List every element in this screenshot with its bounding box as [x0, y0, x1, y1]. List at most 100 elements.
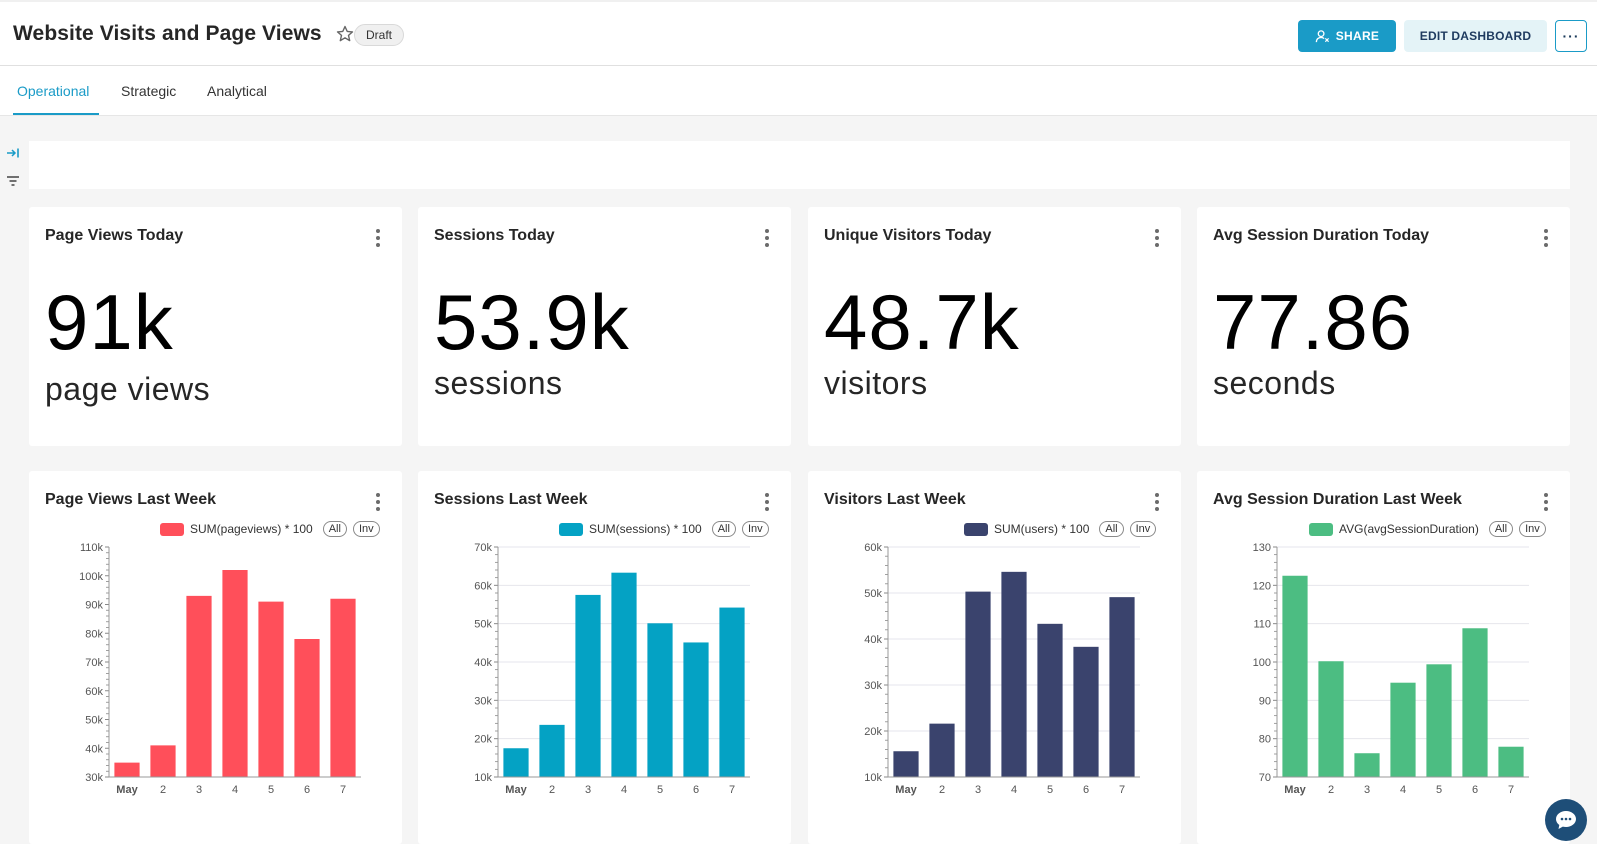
x-tick-label: May: [116, 784, 138, 796]
x-tick-label: May: [1284, 784, 1306, 796]
x-tick-label: 4: [1011, 784, 1017, 796]
y-tick-label: 60k: [864, 542, 882, 554]
share-button[interactable]: SHARE: [1298, 20, 1396, 52]
card-menu-icon[interactable]: [1543, 493, 1549, 511]
card-menu-icon[interactable]: [764, 229, 770, 247]
expand-panel-icon[interactable]: [5, 145, 21, 161]
bar: [683, 642, 709, 777]
y-tick-label: 120: [1253, 580, 1271, 592]
kpi-card-visitors: Unique Visitors Today 48.7k visitors: [808, 207, 1181, 446]
legend-all-button[interactable]: All: [1488, 521, 1514, 537]
status-badge: Draft: [354, 24, 405, 46]
x-tick-label: May: [895, 784, 917, 796]
legend-label[interactable]: SUM(users) * 100: [994, 522, 1090, 536]
chart-legend: SUM(sessions) * 100 All Inv: [559, 521, 769, 537]
bar: [1426, 664, 1452, 777]
y-tick-label: 20k: [864, 726, 882, 738]
bar: [186, 595, 212, 777]
tab-strategic[interactable]: Strategic: [121, 83, 177, 99]
legend-inv-button[interactable]: Inv: [352, 521, 380, 537]
legend-swatch[interactable]: [559, 522, 583, 536]
chart-legend: SUM(pageviews) * 100 All Inv: [160, 521, 380, 537]
y-tick-label: 40k: [474, 657, 492, 669]
bar: [1318, 661, 1344, 777]
filter-icon[interactable]: [5, 173, 21, 189]
tab-analytical[interactable]: Analytical: [207, 83, 267, 99]
legend-inv-button[interactable]: Inv: [741, 521, 769, 537]
legend-inv-button[interactable]: Inv: [1129, 521, 1157, 537]
kpi-value: 48.7k: [824, 278, 1020, 366]
edit-dashboard-button[interactable]: EDIT DASHBOARD: [1404, 20, 1547, 52]
dashboard-header: Website Visits and Page Views Draft SHAR…: [0, 0, 1597, 66]
page-title: Website Visits and Page Views: [13, 22, 322, 45]
legend-all-button[interactable]: All: [322, 521, 347, 537]
legend-swatch[interactable]: [1309, 522, 1333, 536]
bar: [503, 748, 529, 777]
bar-chart: 30k 40k 50k 60k 70k 80k 90k 100k 110k May 2 3 4 5 6 7: [79, 542, 361, 796]
chart-legend: SUM(users) * 100 All Inv: [964, 521, 1157, 537]
legend-label[interactable]: AVG(avgSessionDuration): [1339, 522, 1479, 536]
y-tick-label: 110: [1253, 619, 1271, 631]
bar: [539, 724, 565, 777]
bar: [150, 745, 176, 777]
x-tick-label: 2: [939, 784, 945, 796]
tab-operational[interactable]: Operational: [17, 83, 90, 99]
y-tick-label: 40k: [85, 743, 103, 755]
card-menu-icon[interactable]: [375, 229, 381, 247]
legend-swatch[interactable]: [964, 522, 988, 536]
x-tick-label: 4: [232, 784, 238, 796]
y-tick-label: 30k: [85, 772, 103, 784]
y-tick-label: 60k: [85, 686, 103, 698]
card-menu-icon[interactable]: [375, 493, 381, 511]
bar-chart: 10k 20k 30k 40k 50k 60k May 2 3 4 5 6 7: [864, 542, 1140, 796]
y-tick-label: 70k: [85, 657, 103, 669]
x-tick-label: 2: [160, 784, 166, 796]
card-menu-icon[interactable]: [764, 493, 770, 511]
dashboard-tabs: Operational Strategic Analytical: [0, 66, 1597, 116]
bar: [965, 591, 991, 777]
x-tick-label: 5: [1436, 784, 1442, 796]
bar: [114, 762, 140, 777]
chat-icon: [1556, 811, 1576, 829]
y-tick-label: 30k: [864, 680, 882, 692]
legend-inv-button[interactable]: Inv: [1519, 521, 1546, 537]
legend-all-button[interactable]: All: [711, 521, 736, 537]
more-options-button[interactable]: ···: [1555, 20, 1587, 52]
x-tick-label: 7: [1508, 784, 1514, 796]
x-tick-label: 3: [975, 784, 981, 796]
card-title: Visitors Last Week: [824, 491, 966, 508]
x-tick-label: 5: [1047, 784, 1053, 796]
y-tick-label: 40k: [864, 634, 882, 646]
chat-support-button[interactable]: [1545, 799, 1587, 841]
x-tick-label: 4: [1400, 784, 1406, 796]
bar: [1498, 746, 1524, 777]
bar-chart: 70 80 90 100 110 120 130 May 2 3 4 5 6 7: [1253, 542, 1529, 796]
card-menu-icon[interactable]: [1154, 493, 1160, 511]
share-user-icon: [1315, 29, 1329, 42]
x-tick-label: 7: [1119, 784, 1125, 796]
kpi-unit: page views: [45, 371, 211, 407]
share-button-label: SHARE: [1335, 29, 1380, 43]
card-title: Sessions Last Week: [434, 491, 588, 508]
favorite-star-icon[interactable]: [335, 24, 355, 44]
x-tick-label: 2: [1328, 784, 1334, 796]
bar: [893, 751, 919, 777]
bar: [222, 570, 248, 777]
legend-all-button[interactable]: All: [1099, 521, 1124, 537]
chart-legend: AVG(avgSessionDuration) All Inv: [1309, 521, 1546, 537]
card-menu-icon[interactable]: [1154, 229, 1160, 247]
kpi-unit: visitors: [824, 365, 928, 401]
legend-swatch[interactable]: [160, 522, 184, 536]
bar: [1037, 623, 1063, 777]
y-tick-label: 80: [1259, 734, 1271, 746]
x-tick-label: 7: [729, 784, 735, 796]
legend-label[interactable]: SUM(pageviews) * 100: [190, 522, 313, 536]
y-tick-label: 70k: [474, 542, 492, 554]
x-tick-label: 4: [621, 784, 627, 796]
y-tick-label: 80k: [85, 628, 103, 640]
card-menu-icon[interactable]: [1543, 229, 1549, 247]
legend-label[interactable]: SUM(sessions) * 100: [589, 522, 702, 536]
card-title: Sessions Today: [434, 227, 555, 244]
kpi-card-avg-duration: Avg Session Duration Today 77.86 seconds: [1197, 207, 1570, 446]
x-tick-label: 6: [693, 784, 699, 796]
